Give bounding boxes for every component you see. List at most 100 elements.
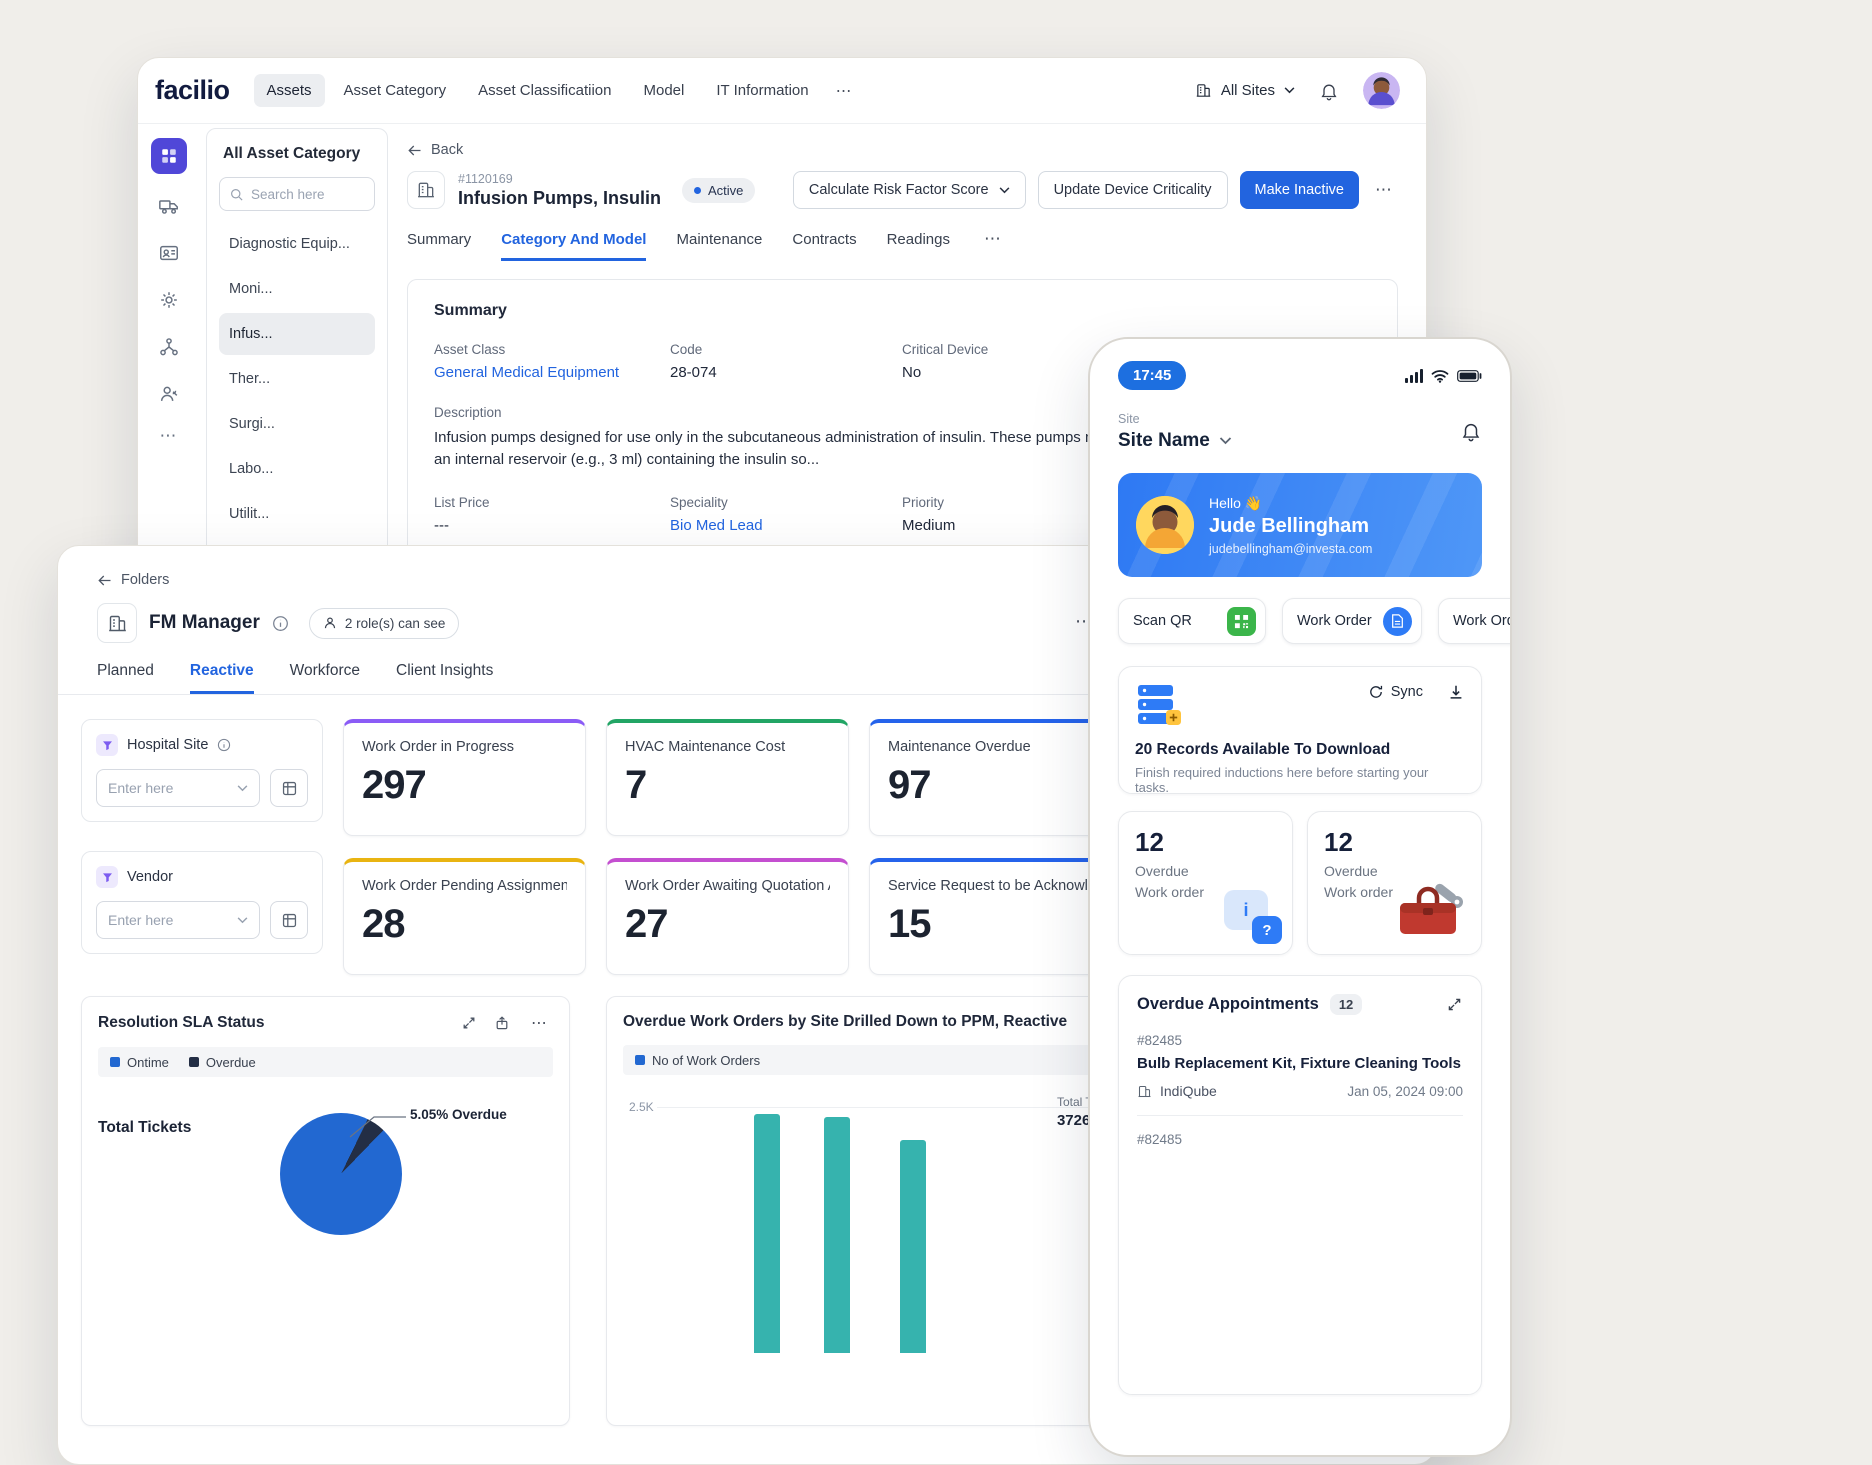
scan-qr-button[interactable]: Scan QR <box>1118 598 1266 644</box>
tab-maintenance[interactable]: Maintenance <box>676 230 763 248</box>
facilio-logo: facilio <box>155 75 230 105</box>
tab-readings[interactable]: Readings <box>886 230 950 248</box>
category-item[interactable]: Moni... <box>229 281 273 297</box>
site-selector-label: All Sites <box>1220 82 1275 99</box>
inventory-truck-icon[interactable] <box>154 191 184 221</box>
info-icon[interactable] <box>272 615 289 632</box>
category-item-selected[interactable]: Infus... <box>219 313 375 355</box>
tab-category-and-model[interactable]: Category And Model <box>501 231 646 261</box>
chevron-down-icon <box>237 916 248 924</box>
nav-it-information[interactable]: IT Information <box>716 82 809 99</box>
site-selector[interactable]: All Sites <box>1195 82 1295 99</box>
overdue-workorder-card-2[interactable]: 12 Overdue Work order <box>1307 811 1482 955</box>
wifi-icon <box>1431 369 1449 383</box>
vendor-table-button[interactable] <box>270 901 308 939</box>
vendor-select[interactable]: Enter here <box>96 901 260 939</box>
appointment-item[interactable]: #82485 <box>1137 1132 1183 1147</box>
funnel-icon <box>96 734 118 756</box>
info-icon[interactable] <box>217 738 231 752</box>
download-icon[interactable] <box>1447 683 1465 701</box>
bell-icon[interactable] <box>1460 420 1482 442</box>
speciality-link[interactable]: Bio Med Lead <box>670 516 763 534</box>
field-critical-device: Critical Device No <box>902 342 989 381</box>
tab-workforce[interactable]: Workforce <box>289 662 360 679</box>
site-label: Site <box>1118 412 1140 426</box>
folders-back-link[interactable]: Folders <box>97 572 1396 588</box>
category-item[interactable]: Ther... <box>229 371 271 387</box>
expand-icon[interactable] <box>1446 996 1463 1013</box>
kpi-grid: Work Order in Progress 297 HVAC Maintena… <box>343 719 1112 975</box>
id-card-icon[interactable] <box>154 238 184 268</box>
tab-reactive[interactable]: Reactive <box>190 662 254 694</box>
category-item[interactable]: Labo... <box>229 461 274 477</box>
update-criticality-button[interactable]: Update Device Criticality <box>1037 171 1228 209</box>
wo-bar-chart: 2.5K Total Tickets 3726.00 <box>623 1085 1129 1353</box>
asset-id: #1120169 <box>458 171 513 186</box>
asset-class-link[interactable]: General Medical Equipment <box>434 364 620 381</box>
category-search[interactable] <box>219 177 375 211</box>
category-item[interactable]: Surgi... <box>229 416 275 432</box>
nav-more-icon[interactable]: ⋯ <box>835 82 854 100</box>
tab-client-insights[interactable]: Client Insights <box>396 662 494 679</box>
building-icon <box>1137 1084 1152 1099</box>
expand-icon[interactable] <box>461 1015 477 1031</box>
calculate-risk-button[interactable]: Calculate Risk Factor Score <box>792 171 1026 209</box>
sla-pie-chart: Total Tickets 5.05% Overdue <box>98 1093 553 1333</box>
technician-icon[interactable] <box>154 379 184 409</box>
appointment-time: Jan 05, 2024 09:00 <box>1347 1083 1463 1099</box>
work-order-button-2[interactable]: Work Orde <box>1438 598 1510 644</box>
site-selector[interactable]: Site Name <box>1118 430 1232 452</box>
kpi-hvac-maintenance-cost[interactable]: HVAC Maintenance Cost 7 <box>606 719 849 836</box>
asset-detail-main: Back #1120169 Infusion Pumps, Insulin Ac… <box>388 124 1426 746</box>
appointment-item[interactable]: #82485 Bulb Replacement Kit, Fixture Cle… <box>1137 1033 1463 1099</box>
nav-asset-classification[interactable]: Asset Classificatiion <box>478 82 612 99</box>
export-icon[interactable] <box>494 1015 510 1031</box>
filter-hospital-site: Hospital Site Enter here <box>81 719 323 822</box>
records-subtitle: Finish required inductions here before s… <box>1135 765 1429 795</box>
dashboard-icon <box>97 603 137 643</box>
sla-more-icon[interactable]: ⋯ <box>531 1015 549 1032</box>
category-item[interactable]: Utilit... <box>229 506 270 522</box>
tab-contracts[interactable]: Contracts <box>792 230 857 248</box>
kpi-work-order-pending-assignments[interactable]: Work Order Pending Assignments 28 <box>343 858 586 975</box>
building-icon <box>1195 82 1212 99</box>
make-inactive-button[interactable]: Make Inactive <box>1239 171 1359 209</box>
sync-button[interactable]: Sync <box>1368 684 1423 700</box>
back-link[interactable]: Back <box>407 142 1398 158</box>
nav-asset-category[interactable]: Asset Category <box>343 82 447 99</box>
overdue-workorder-card-1[interactable]: 12 Overdue Work order i ? <box>1118 811 1293 955</box>
kpi-work-order-in-progress[interactable]: Work Order in Progress 297 <box>343 719 586 836</box>
asset-more-icon[interactable]: ⋯ <box>1375 180 1394 199</box>
roles-badge[interactable]: 2 role(s) can see <box>308 607 460 639</box>
site-table-button[interactable] <box>270 769 308 807</box>
automation-gear-icon[interactable] <box>154 285 184 315</box>
kpi-work-order-awaiting-quotation[interactable]: Work Order Awaiting Quotation A... 27 <box>606 858 849 975</box>
back-arrow-icon <box>407 143 422 158</box>
tab-summary[interactable]: Summary <box>407 230 472 248</box>
rail-more-icon[interactable]: ⋯ <box>159 426 179 445</box>
category-search-input[interactable] <box>251 186 365 202</box>
records-download-card: Sync 20 Records Available To Download Fi… <box>1118 666 1482 795</box>
network-icon[interactable] <box>154 332 184 362</box>
hospital-site-select[interactable]: Enter here <box>96 769 260 807</box>
user-avatar[interactable] <box>1363 72 1400 109</box>
asset-detail-tabs: Summary Category And Model Maintenance C… <box>407 229 1398 262</box>
assets-module-icon[interactable] <box>151 138 187 174</box>
tabs-more-icon[interactable]: ⋯ <box>983 229 1003 248</box>
kpi-maintenance-overdue[interactable]: Maintenance Overdue 97 <box>869 719 1112 836</box>
nav-assets[interactable]: Assets <box>253 74 325 107</box>
work-order-button[interactable]: Work Order <box>1282 598 1422 644</box>
bar <box>900 1140 926 1353</box>
user-name: Jude Bellingham <box>1209 514 1370 537</box>
bar <box>754 1114 780 1353</box>
chevron-down-icon <box>1284 87 1295 94</box>
category-item[interactable]: Diagnostic Equip... <box>229 236 350 252</box>
appointments-title: Overdue Appointments <box>1137 995 1319 1013</box>
sla-legend: Ontime Overdue <box>98 1047 553 1077</box>
resolution-sla-panel: Resolution SLA Status ⋯ Ontime Overdue <box>81 996 570 1426</box>
bell-icon[interactable] <box>1319 81 1339 101</box>
appointments-count-badge: 12 <box>1329 994 1363 1015</box>
tab-planned[interactable]: Planned <box>97 662 154 679</box>
kpi-service-request-acknowledged[interactable]: Service Request to be Acknowled... 15 <box>869 858 1112 975</box>
nav-model[interactable]: Model <box>643 82 685 99</box>
